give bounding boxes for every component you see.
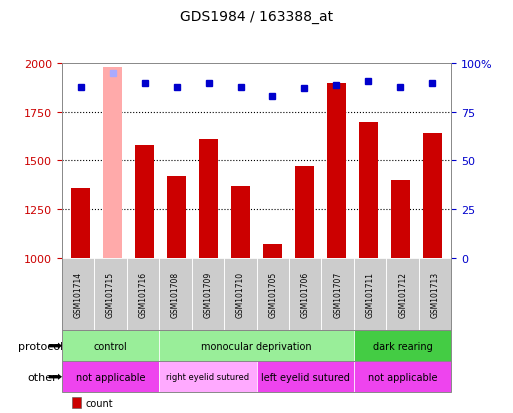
Text: not applicable: not applicable bbox=[368, 372, 438, 382]
Text: count: count bbox=[85, 398, 113, 408]
Text: not applicable: not applicable bbox=[75, 372, 145, 382]
Bar bbox=[71, 188, 90, 258]
Text: protocol: protocol bbox=[18, 341, 63, 351]
Text: monocular deprivation: monocular deprivation bbox=[201, 341, 312, 351]
Bar bbox=[295, 167, 314, 258]
Text: left eyelid sutured: left eyelid sutured bbox=[261, 372, 350, 382]
Bar bbox=[199, 140, 218, 258]
Text: GSM101705: GSM101705 bbox=[268, 271, 277, 317]
Text: control: control bbox=[93, 341, 127, 351]
Bar bbox=[135, 145, 154, 258]
Text: GSM101714: GSM101714 bbox=[73, 271, 82, 317]
Bar bbox=[391, 180, 410, 258]
Bar bbox=[263, 244, 282, 258]
Text: GSM101711: GSM101711 bbox=[366, 271, 374, 317]
Bar bbox=[231, 186, 250, 258]
Text: GSM101706: GSM101706 bbox=[301, 271, 310, 317]
Text: other: other bbox=[27, 372, 57, 382]
Bar bbox=[103, 68, 122, 258]
Bar bbox=[167, 177, 186, 258]
Text: GSM101716: GSM101716 bbox=[139, 271, 147, 317]
Text: GSM101707: GSM101707 bbox=[333, 271, 342, 317]
Text: GSM101710: GSM101710 bbox=[236, 271, 245, 317]
Text: GDS1984 / 163388_at: GDS1984 / 163388_at bbox=[180, 10, 333, 24]
Text: GSM101709: GSM101709 bbox=[203, 271, 212, 317]
Text: GSM101712: GSM101712 bbox=[398, 271, 407, 317]
Bar bbox=[327, 83, 346, 258]
Bar bbox=[423, 134, 442, 258]
Text: right eyelid sutured: right eyelid sutured bbox=[166, 373, 249, 381]
Text: GSM101713: GSM101713 bbox=[431, 271, 440, 317]
Text: GSM101715: GSM101715 bbox=[106, 271, 115, 317]
Text: GSM101708: GSM101708 bbox=[171, 271, 180, 317]
Text: dark rearing: dark rearing bbox=[373, 341, 432, 351]
Bar bbox=[359, 122, 378, 258]
